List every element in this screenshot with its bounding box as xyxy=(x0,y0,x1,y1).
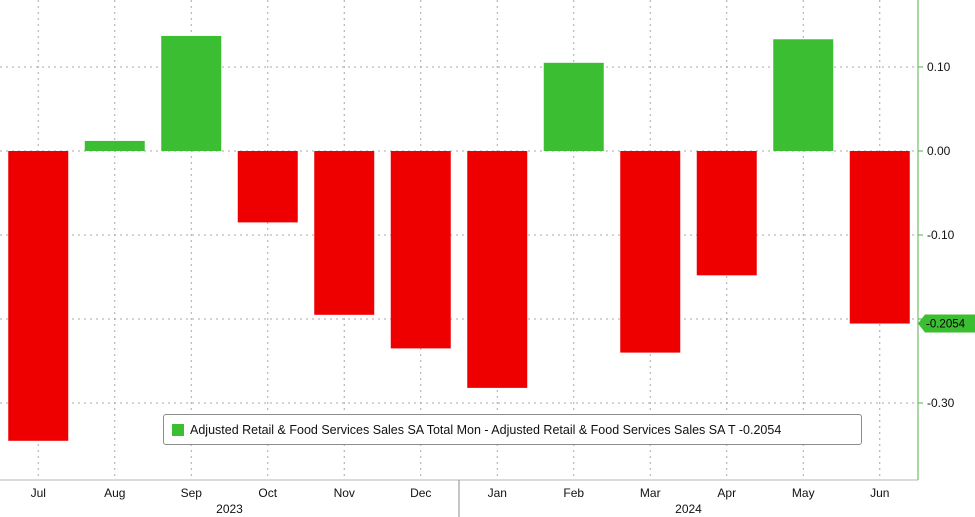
bar-dec xyxy=(390,151,451,349)
legend: Adjusted Retail & Food Services Sales SA… xyxy=(163,414,862,445)
bar-oct xyxy=(237,151,298,223)
x-tick-label: Apr xyxy=(717,486,736,500)
last-value-marker xyxy=(918,314,975,333)
x-tick-label: Jul xyxy=(31,486,46,500)
bar-nov xyxy=(314,151,375,315)
bar-may xyxy=(773,39,834,151)
legend-label: Adjusted Retail & Food Services Sales SA… xyxy=(190,422,782,437)
bar-mar xyxy=(620,151,681,353)
x-tick-label: Oct xyxy=(258,486,277,500)
year-label: 2023 xyxy=(216,502,243,516)
y-tick-label: -0.30 xyxy=(927,396,955,410)
x-axis: Jul Aug Sep Oct Nov Dec Jan Feb Mar Apr May Jun 2023… xyxy=(0,479,918,517)
last-value-label: -0.2054 xyxy=(926,319,966,331)
bar-sep xyxy=(161,35,222,151)
x-tick-label: Feb xyxy=(563,486,584,500)
x-tick-label: Nov xyxy=(334,486,355,500)
bar-jul xyxy=(8,151,69,441)
x-tick-label: Aug xyxy=(104,486,125,500)
x-tick-label: May xyxy=(792,486,815,500)
y-axis: 0.100.00-0.10-0.20-0.30-0.2054 xyxy=(917,0,975,480)
x-tick-label: Mar xyxy=(640,486,661,500)
bar-aug xyxy=(84,140,145,151)
x-tick-label: Jun xyxy=(870,486,889,500)
bar-jan xyxy=(467,151,528,388)
x-tick-label: Jan xyxy=(488,486,507,500)
y-tick-label: 0.00 xyxy=(927,144,951,158)
legend-swatch xyxy=(172,423,184,436)
x-tick-label: Dec xyxy=(410,486,431,500)
bar-jun xyxy=(849,151,910,324)
y-tick-label: -0.10 xyxy=(927,228,955,242)
bars xyxy=(8,35,910,441)
x-tick-label: Sep xyxy=(181,486,203,500)
bar-apr xyxy=(696,151,757,276)
year-label: 2024 xyxy=(675,502,702,516)
y-tick-label: 0.10 xyxy=(927,60,951,74)
bar-feb xyxy=(543,62,604,151)
